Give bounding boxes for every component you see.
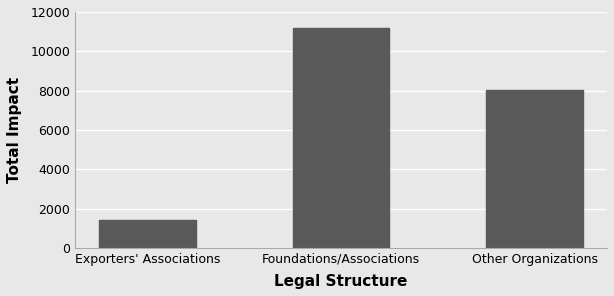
Bar <box>486 90 583 248</box>
X-axis label: Legal Structure: Legal Structure <box>274 274 408 289</box>
Y-axis label: Total Impact: Total Impact <box>7 77 22 183</box>
Bar <box>293 28 389 248</box>
Bar <box>99 220 196 248</box>
